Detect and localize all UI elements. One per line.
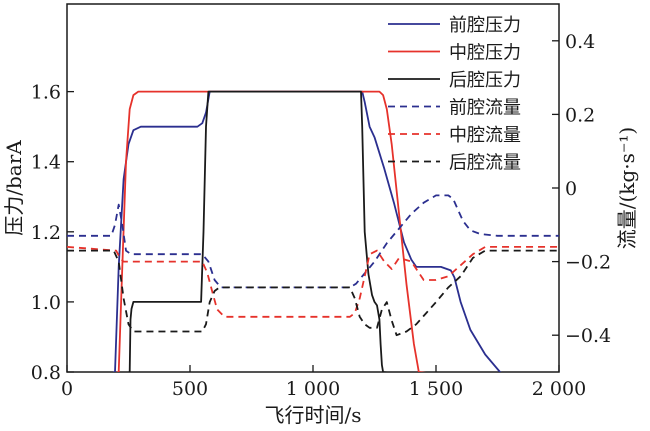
series-lines xyxy=(67,90,559,372)
x-tick-label: 1 000 xyxy=(286,378,340,400)
legend-label-rear-flow: 后腔流量 xyxy=(449,153,521,174)
left-y-tick-label: 1.4 xyxy=(31,152,61,174)
left-y-tick-label: 0.8 xyxy=(31,362,61,384)
legend-label-front-pressure: 前腔压力 xyxy=(449,15,521,36)
right-y-tick-label: 0 xyxy=(565,178,577,200)
x-axis-ticks: 0 500 1 000 1 500 2 000 xyxy=(61,365,586,400)
series-line-front-flow xyxy=(67,194,559,289)
x-tick-label: 500 xyxy=(172,378,208,400)
series-line-rear-flow xyxy=(67,249,559,337)
right-y-tick-label: −0.4 xyxy=(565,325,611,347)
left-y-tick-label: 1.2 xyxy=(31,222,61,244)
right-y-axis-ticks: −0.4 −0.2 0 0.2 0.4 xyxy=(552,31,611,347)
left-y-axis-ticks: 0.8 1.0 1.2 1.4 1.6 xyxy=(31,82,74,384)
legend-label-middle-flow: 中腔流量 xyxy=(449,125,521,146)
legend-label-middle-pressure: 中腔压力 xyxy=(449,43,521,64)
right-y-tick-label: 0.4 xyxy=(565,31,595,53)
left-y-tick-label: 1.6 xyxy=(31,82,61,104)
series-line-front-pressure xyxy=(112,90,502,372)
series-line-middle-pressure xyxy=(115,90,427,372)
right-y-axis-label: 流量/(kg·s⁻¹) xyxy=(615,127,639,249)
x-axis-label: 飞行时间/s xyxy=(264,403,361,427)
x-tick-label: 0 xyxy=(61,378,73,400)
right-y-tick-label: −0.2 xyxy=(565,252,611,274)
series-line-middle-flow xyxy=(67,245,559,318)
legend-label-rear-pressure: 后腔压力 xyxy=(449,70,521,91)
legend-label-front-flow: 前腔流量 xyxy=(449,98,521,119)
x-tick-label: 1 500 xyxy=(409,378,463,400)
left-y-tick-label: 1.0 xyxy=(31,292,61,314)
right-y-tick-label: 0.2 xyxy=(565,104,595,126)
x-tick-label: 2 000 xyxy=(532,378,586,400)
left-y-axis-label: 压力/barA xyxy=(2,140,26,236)
series-line-rear-pressure xyxy=(126,90,393,372)
